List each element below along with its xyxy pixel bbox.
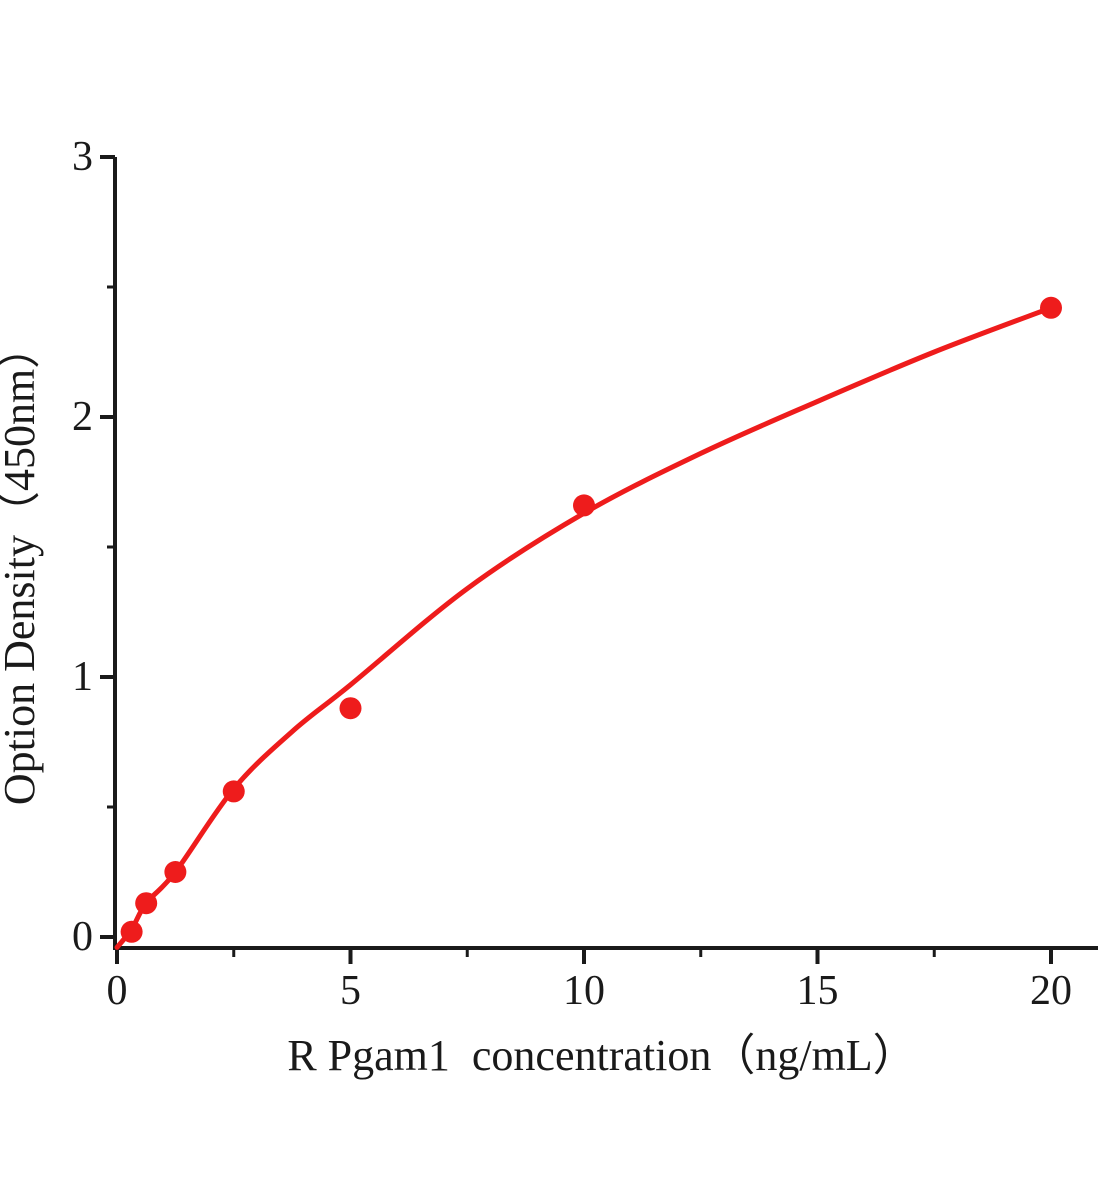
x-tick-label: 15 (797, 968, 839, 1014)
x-tick-label: 5 (340, 968, 361, 1014)
axis-ticks (100, 155, 1053, 964)
x-tick-label: 20 (1030, 968, 1072, 1014)
data-point-marker (573, 494, 595, 517)
x-tick-label: 0 (107, 968, 128, 1014)
data-point-marker (1040, 296, 1062, 319)
x-axis-title: R Pgam1 concentration（ng/mL） (287, 1031, 916, 1080)
data-point-marker (164, 861, 187, 883)
fit-curve-line (114, 305, 1054, 950)
y-axis-title: Option Density（450nm） (0, 325, 44, 805)
axis-tick-labels: 0 1 2 3 0 5 10 15 20 (72, 134, 1072, 1014)
y-tick-label: 2 (72, 394, 93, 440)
data-point-marker (222, 780, 245, 803)
data-points (120, 296, 1062, 943)
data-point-marker (120, 920, 143, 943)
y-tick-label: 1 (72, 654, 93, 700)
y-tick-label: 0 (72, 914, 93, 960)
data-point-marker (339, 697, 362, 720)
data-point-marker (135, 892, 158, 915)
axes (113, 157, 1098, 950)
y-tick-label: 3 (72, 134, 93, 180)
x-tick-label: 10 (563, 968, 605, 1014)
